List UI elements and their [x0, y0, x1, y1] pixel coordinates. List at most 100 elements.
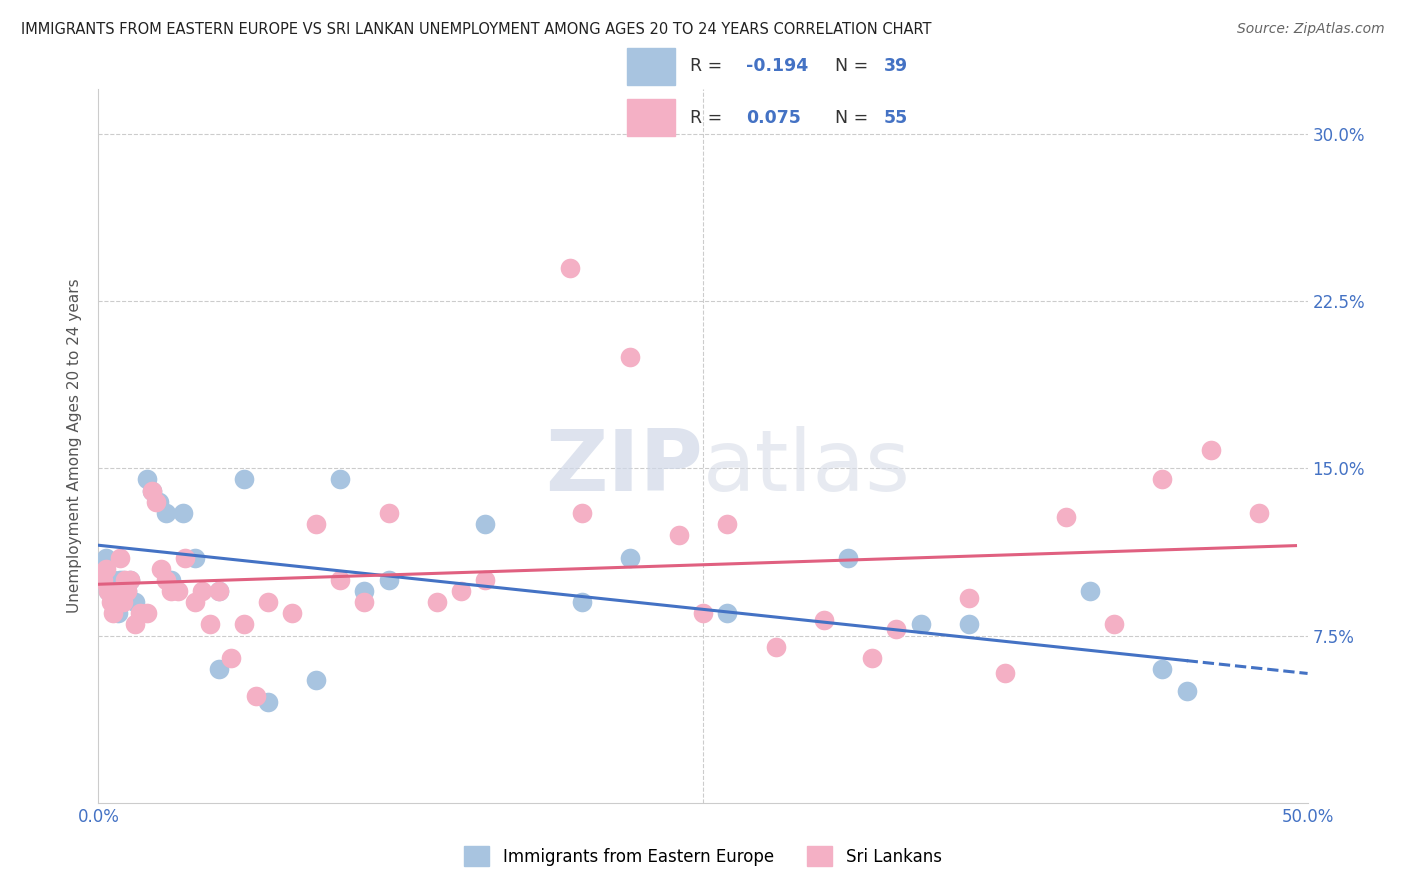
Point — [256, 595, 278, 609]
Point — [994, 666, 1017, 681]
Point — [104, 595, 127, 609]
Point — [118, 573, 141, 587]
Point — [245, 689, 267, 703]
Point — [141, 483, 163, 498]
Point — [108, 550, 131, 565]
Text: 0.075: 0.075 — [745, 109, 800, 127]
Point — [1175, 684, 1198, 698]
Point — [232, 473, 254, 487]
Point — [150, 562, 173, 576]
Point — [208, 583, 231, 598]
Point — [184, 550, 207, 565]
Legend: Immigrants from Eastern Europe, Sri Lankans: Immigrants from Eastern Europe, Sri Lank… — [458, 839, 948, 873]
Point — [107, 583, 129, 598]
Text: N =: N = — [835, 109, 875, 127]
Point — [716, 517, 738, 532]
Point — [1054, 510, 1077, 524]
Point — [101, 573, 124, 587]
Point — [148, 494, 170, 508]
Point — [131, 607, 153, 621]
Text: Source: ZipAtlas.com: Source: ZipAtlas.com — [1237, 22, 1385, 37]
Point — [155, 573, 177, 587]
Point — [174, 550, 197, 565]
Point — [107, 607, 129, 621]
Point — [558, 260, 581, 275]
Point — [1249, 506, 1271, 520]
Point — [232, 617, 254, 632]
Point — [837, 550, 859, 565]
Point — [94, 550, 117, 565]
Point — [1199, 443, 1222, 458]
Text: 55: 55 — [883, 109, 908, 127]
Point — [111, 573, 134, 587]
Point — [91, 573, 114, 587]
Point — [353, 595, 375, 609]
Point — [668, 528, 690, 542]
Point — [957, 591, 980, 605]
Point — [329, 473, 352, 487]
Y-axis label: Unemployment Among Ages 20 to 24 years: Unemployment Among Ages 20 to 24 years — [67, 278, 83, 614]
Point — [450, 583, 472, 598]
Point — [184, 595, 207, 609]
Point — [1152, 473, 1174, 487]
Point — [97, 583, 120, 598]
Point — [1102, 617, 1125, 632]
Point — [256, 696, 278, 710]
Point — [198, 617, 221, 632]
Text: R =: R = — [690, 57, 727, 75]
Point — [377, 506, 399, 520]
Point — [97, 583, 120, 598]
Point — [208, 583, 231, 598]
Point — [172, 506, 194, 520]
Point — [124, 595, 146, 609]
Point — [160, 583, 183, 598]
Text: 39: 39 — [883, 57, 908, 75]
Text: ZIP: ZIP — [546, 425, 703, 509]
Text: R =: R = — [690, 109, 727, 127]
Point — [167, 583, 190, 598]
Point — [117, 583, 139, 598]
Point — [221, 651, 243, 665]
Point — [135, 473, 157, 487]
Point — [860, 651, 883, 665]
Point — [145, 494, 167, 508]
Point — [619, 550, 641, 565]
Point — [1078, 583, 1101, 598]
Point — [474, 573, 496, 587]
Point — [191, 583, 214, 598]
Point — [94, 562, 117, 576]
Point — [305, 517, 328, 532]
Point — [160, 573, 183, 587]
Text: -0.194: -0.194 — [745, 57, 808, 75]
Point — [124, 617, 146, 632]
Point — [100, 595, 122, 609]
Point — [114, 573, 136, 587]
Point — [141, 483, 163, 498]
Point — [108, 573, 131, 587]
Point — [765, 640, 787, 654]
Text: IMMIGRANTS FROM EASTERN EUROPE VS SRI LANKAN UNEMPLOYMENT AMONG AGES 20 TO 24 YE: IMMIGRANTS FROM EASTERN EUROPE VS SRI LA… — [21, 22, 932, 37]
Point — [100, 583, 122, 598]
Point — [114, 583, 136, 598]
Point — [118, 573, 141, 587]
Point — [155, 506, 177, 520]
Point — [619, 350, 641, 364]
Text: atlas: atlas — [703, 425, 911, 509]
Point — [716, 607, 738, 621]
Point — [813, 613, 835, 627]
Point — [208, 662, 231, 676]
Point — [377, 573, 399, 587]
Point — [281, 607, 304, 621]
Point — [353, 583, 375, 598]
Bar — [627, 47, 675, 85]
Bar — [627, 99, 675, 136]
Point — [886, 622, 908, 636]
Point — [910, 617, 932, 632]
Point — [426, 595, 449, 609]
Point — [692, 607, 714, 621]
Point — [91, 573, 114, 587]
Point — [957, 617, 980, 632]
Point — [571, 506, 593, 520]
Point — [1152, 662, 1174, 676]
Text: N =: N = — [835, 57, 875, 75]
